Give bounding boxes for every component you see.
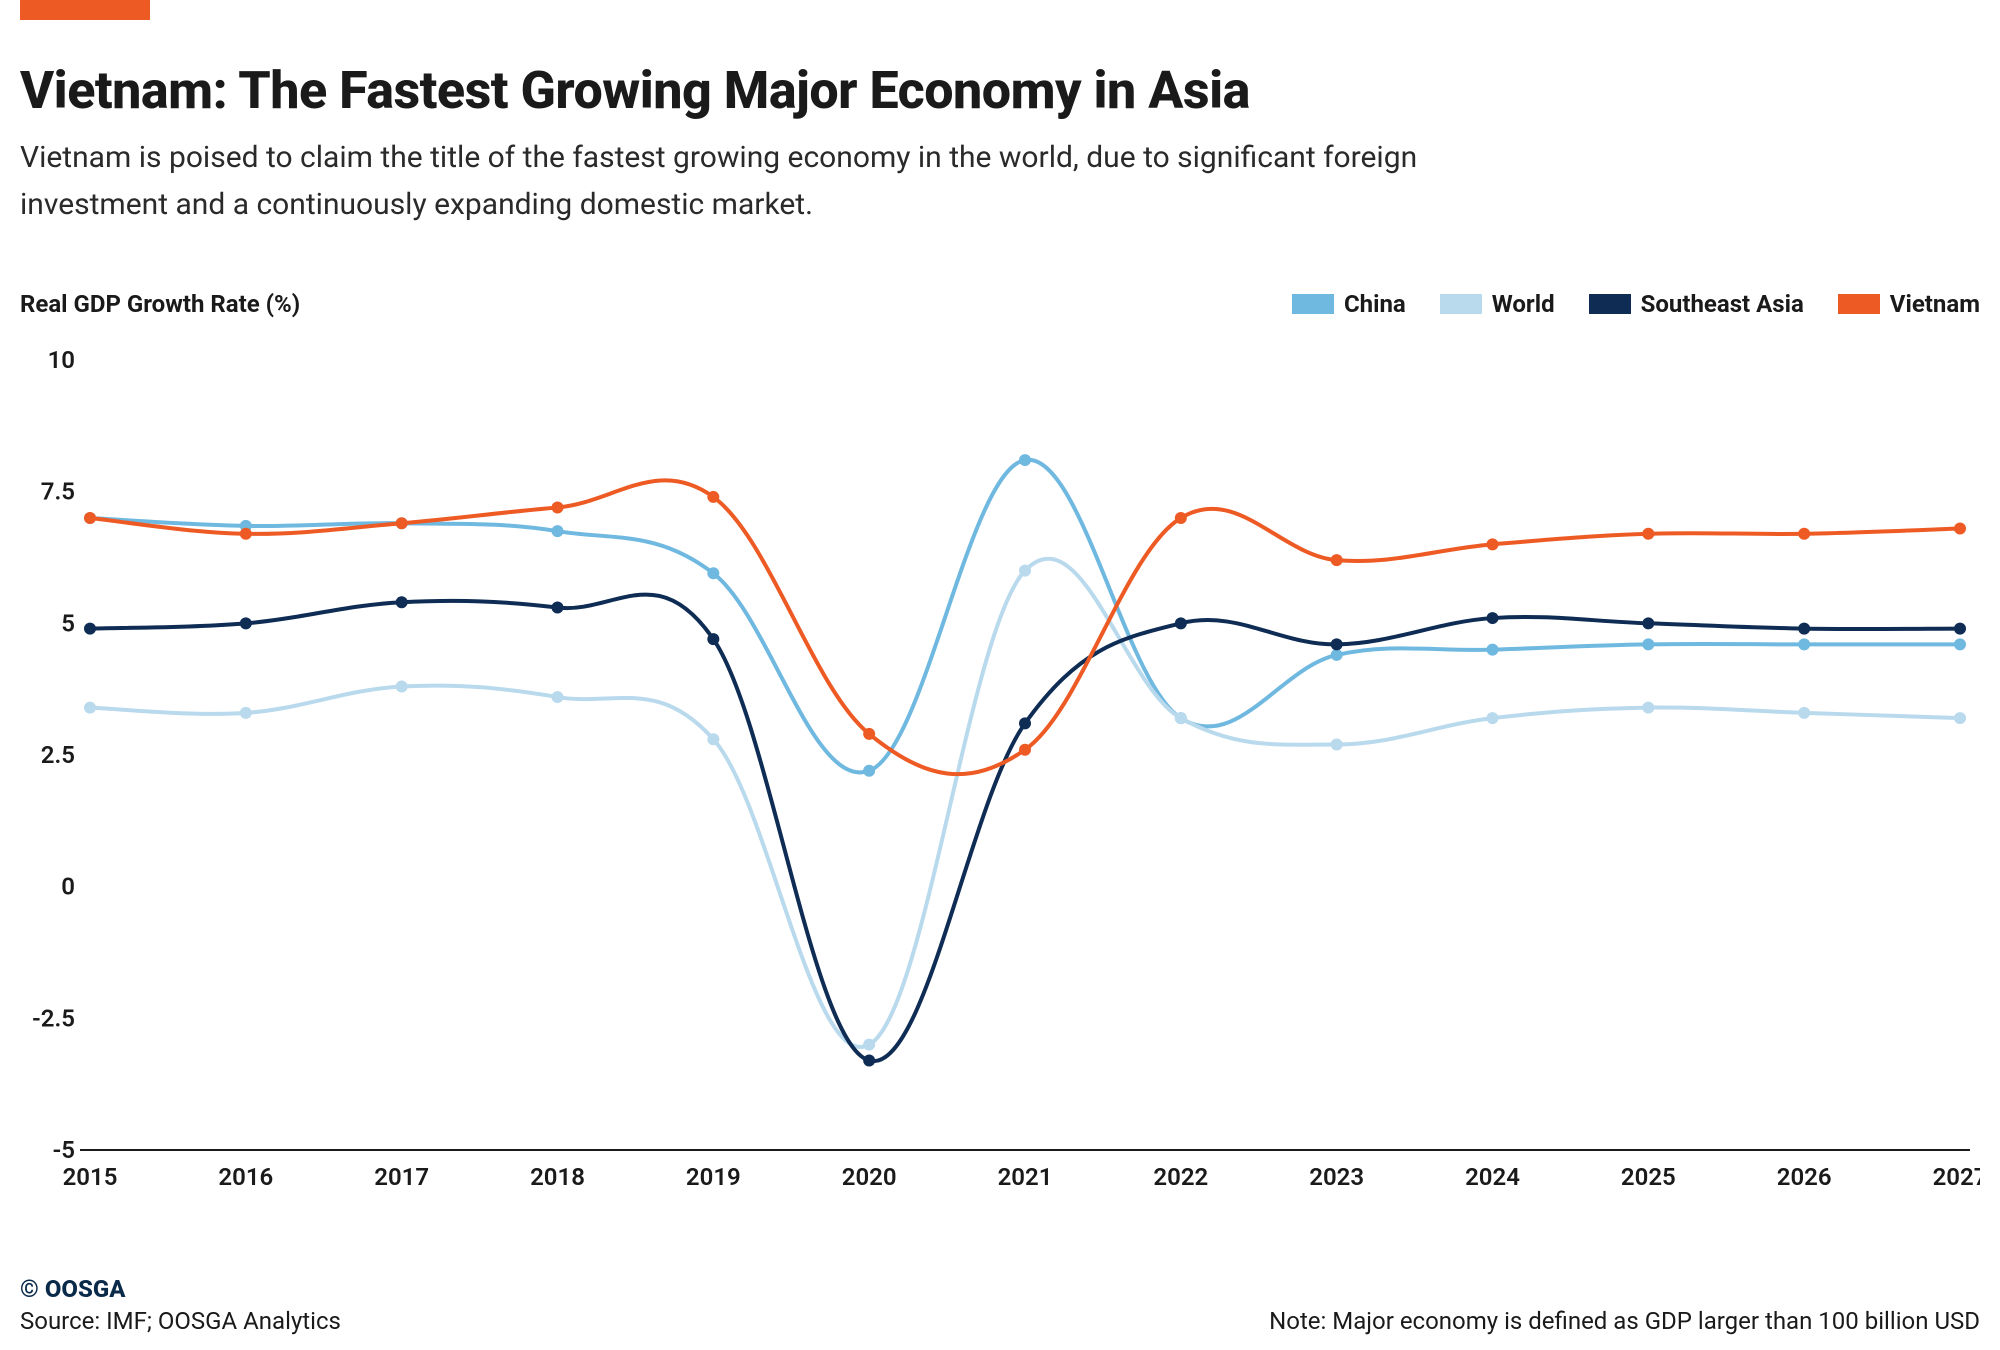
y-axis-label: Real GDP Growth Rate (%) — [20, 290, 300, 318]
svg-text:2017: 2017 — [374, 1163, 429, 1191]
svg-text:2026: 2026 — [1777, 1163, 1832, 1191]
legend-item-sea: Southeast Asia — [1589, 290, 1804, 318]
svg-text:10: 10 — [48, 346, 75, 374]
legend-swatch-china — [1292, 294, 1334, 314]
legend-swatch-world — [1440, 294, 1482, 314]
svg-text:2022: 2022 — [1153, 1163, 1208, 1191]
chart-footer: © OOSGA Source: IMF; OOSGA Analytics Not… — [20, 1275, 1980, 1335]
legend-label-vietnam: Vietnam — [1890, 290, 1980, 318]
legend-swatch-sea — [1589, 294, 1631, 314]
legend-label-china: China — [1344, 290, 1406, 318]
chart-subtitle: Vietnam is poised to claim the title of … — [20, 135, 1520, 228]
chart-container: Vietnam: The Fastest Growing Major Econo… — [0, 0, 2000, 1350]
accent-bar — [20, 0, 150, 20]
svg-text:2021: 2021 — [998, 1163, 1053, 1191]
svg-text:2.5: 2.5 — [41, 741, 75, 769]
svg-text:-5: -5 — [52, 1136, 75, 1164]
svg-text:2020: 2020 — [842, 1163, 897, 1191]
svg-text:2015: 2015 — [63, 1163, 118, 1191]
footer-note: Note: Major economy is defined as GDP la… — [1269, 1307, 1980, 1335]
svg-text:2025: 2025 — [1621, 1163, 1676, 1191]
legend-swatch-vietnam — [1838, 294, 1880, 314]
svg-text:7.5: 7.5 — [41, 478, 75, 506]
svg-text:2027: 2027 — [1933, 1163, 1980, 1191]
line-chart: -5 -2.5 0 2.5 5 7.5 10 2015 2016 2017 2018 2019 2020… — [20, 340, 1980, 1210]
source-text: Source: IMF; OOSGA Analytics — [20, 1307, 341, 1335]
svg-text:-2.5: -2.5 — [32, 1004, 75, 1032]
legend-label-world: World — [1492, 290, 1555, 318]
svg-text:2019: 2019 — [686, 1163, 741, 1191]
svg-text:0: 0 — [61, 873, 75, 901]
chart-title: Vietnam: The Fastest Growing Major Econo… — [20, 60, 1250, 121]
svg-text:5: 5 — [61, 609, 75, 637]
legend-label-sea: Southeast Asia — [1641, 290, 1804, 318]
svg-text:2024: 2024 — [1465, 1163, 1520, 1191]
legend-item-china: China — [1292, 290, 1406, 318]
legend: China World Southeast Asia Vietnam — [1292, 290, 1980, 318]
legend-item-world: World — [1440, 290, 1555, 318]
legend-item-vietnam: Vietnam — [1838, 290, 1980, 318]
svg-text:2018: 2018 — [530, 1163, 585, 1191]
copyright: © OOSGA — [20, 1275, 341, 1303]
svg-text:2023: 2023 — [1309, 1163, 1364, 1191]
svg-text:2016: 2016 — [218, 1163, 273, 1191]
